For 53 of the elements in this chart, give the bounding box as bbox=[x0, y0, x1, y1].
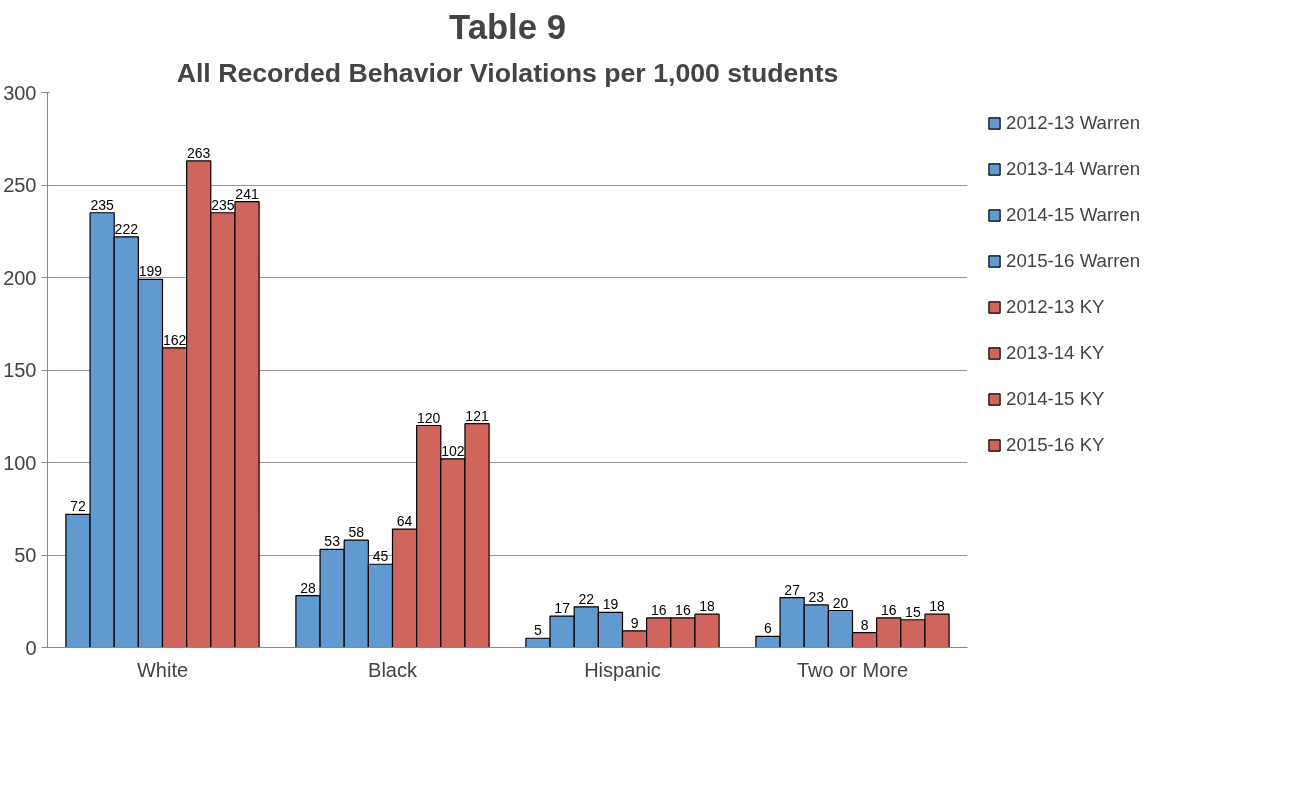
legend-label: 2013-14 KY bbox=[1006, 342, 1105, 364]
data-label: 64 bbox=[396, 513, 413, 530]
data-label: 27 bbox=[784, 581, 801, 598]
legend-label: 2012-13 Warren bbox=[1006, 112, 1141, 134]
data-label: 45 bbox=[372, 548, 389, 565]
data-label: 72 bbox=[70, 498, 86, 515]
data-label: 121 bbox=[465, 407, 489, 424]
data-label: 6 bbox=[764, 620, 773, 637]
legend-label: 2014-15 Warren bbox=[1006, 204, 1141, 226]
data-label: 222 bbox=[114, 220, 139, 237]
data-label: 18 bbox=[929, 598, 946, 615]
data-label: 19 bbox=[602, 596, 619, 613]
legend-label: 2013-14 Warren bbox=[1006, 158, 1141, 180]
data-label: 199 bbox=[138, 263, 163, 280]
y-tick-label: 100 bbox=[3, 451, 37, 474]
data-label: 16 bbox=[650, 601, 667, 618]
y-tick-label: 150 bbox=[3, 359, 37, 381]
legend-label: 2015-16 KY bbox=[1006, 434, 1105, 456]
data-label: 28 bbox=[300, 579, 316, 596]
data-label: 15 bbox=[905, 603, 921, 620]
y-tick-label: 200 bbox=[3, 266, 37, 289]
data-label: 16 bbox=[880, 601, 897, 618]
legend-label: 2015-16 Warren bbox=[1006, 250, 1141, 272]
x-tick-label: Hispanic bbox=[584, 658, 661, 681]
data-label: 263 bbox=[187, 144, 211, 161]
data-label: 8 bbox=[860, 616, 869, 633]
y-tick-label: 50 bbox=[14, 544, 37, 566]
data-label: 22 bbox=[578, 590, 595, 607]
data-label: 9 bbox=[630, 614, 639, 631]
data-label: 16 bbox=[675, 601, 691, 618]
data-label: 102 bbox=[441, 442, 465, 459]
data-label: 58 bbox=[348, 524, 365, 541]
y-tick-label: 250 bbox=[3, 174, 37, 196]
y-tick-label: 0 bbox=[25, 636, 37, 659]
x-tick-label: White bbox=[136, 658, 189, 681]
data-label: 18 bbox=[699, 598, 716, 615]
data-label: 235 bbox=[90, 196, 115, 213]
legend-label: 2014-15 KY bbox=[1006, 388, 1105, 410]
chart-title: Table 9 bbox=[449, 7, 566, 46]
x-tick-label: Two or More bbox=[796, 658, 909, 681]
data-label: 235 bbox=[211, 196, 235, 213]
data-label: 5 bbox=[534, 622, 543, 639]
data-label: 241 bbox=[235, 185, 259, 202]
data-label: 162 bbox=[162, 331, 187, 348]
data-label: 17 bbox=[554, 600, 571, 617]
data-label: 20 bbox=[832, 594, 849, 611]
x-tick-label: Black bbox=[368, 658, 418, 681]
data-label: 120 bbox=[417, 409, 441, 426]
legend-label: 2012-13 KY bbox=[1006, 296, 1105, 318]
chart-subtitle: All Recorded Behavior Violations per 1,000 students bbox=[176, 57, 839, 88]
data-label: 53 bbox=[324, 533, 341, 550]
y-tick-label: 300 bbox=[3, 81, 37, 104]
data-label: 23 bbox=[808, 588, 825, 605]
